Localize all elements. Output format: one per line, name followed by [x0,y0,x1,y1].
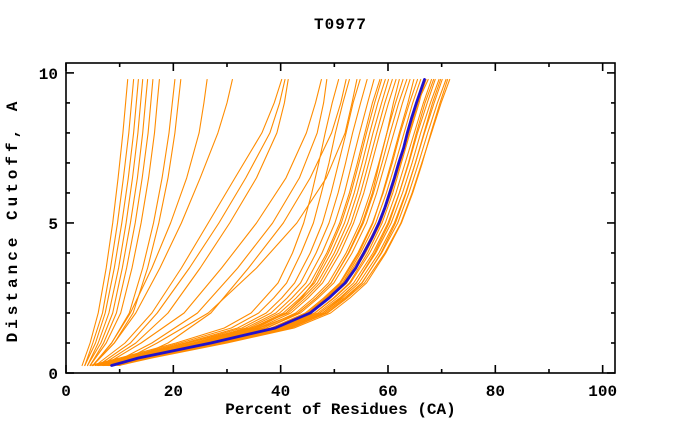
server-models-curve [105,78,404,367]
server-models-curve [100,78,289,367]
server-models-curve [86,78,144,367]
server-models-curve [100,78,393,367]
x-tick-label: 20 [164,383,183,401]
server-models-curve [119,78,347,367]
server-models-curve [81,78,129,367]
x-tick-label: 40 [271,383,290,401]
server-models-curve [103,78,386,367]
server-models-curve [106,78,411,367]
server-models-curve [96,78,381,367]
server-models-curve [92,78,233,367]
server-models-curve [94,78,283,367]
server-models-curve [84,78,135,367]
server-models-curve [84,78,139,367]
server-models-curve [92,78,182,367]
x-tick-label: 100 [588,383,617,401]
server-models-curve [108,78,328,367]
server-models-curve [86,78,149,367]
server-models-curve [89,78,154,367]
y-tick-label: 0 [48,366,58,384]
server-models-curve [103,78,322,367]
server-models-curve [92,78,350,367]
server-models-curve [94,78,361,367]
server-models-curve [97,78,286,367]
x-axis-label: Percent of Residues (CA) [225,401,456,419]
server-models-curve [92,78,208,367]
x-tick-label: 0 [61,383,71,401]
highlighted-model-curve [110,78,426,367]
server-models-curve [111,78,451,367]
plot-box [65,62,616,374]
server-models-curve [101,78,408,367]
x-tick-label: 80 [486,383,505,401]
y-tick-label: 5 [48,216,58,234]
server-models-curve [113,78,358,367]
y-tick-label: 10 [39,66,58,84]
chart-title: T0977 [313,16,367,34]
server-models-curve [104,78,390,367]
server-models-curve [89,78,340,367]
server-models-curve [89,78,160,367]
x-tick-label: 60 [378,383,397,401]
